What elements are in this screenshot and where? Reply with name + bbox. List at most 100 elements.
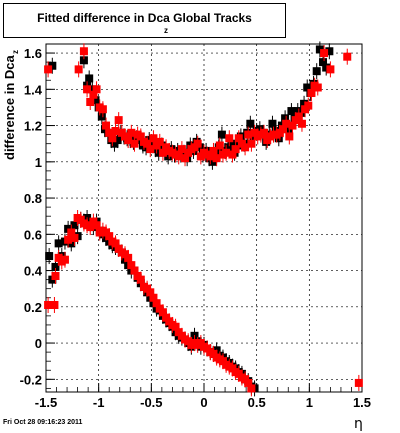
x-tick-label: -0.5 [140, 395, 162, 410]
data-point-red [146, 288, 155, 297]
data-point-red [171, 322, 180, 331]
data-point-red [149, 293, 158, 302]
data-point-red [158, 148, 167, 157]
y-tick-label: -0.2 [20, 372, 42, 387]
y-axis-label-sub: z [11, 50, 20, 54]
data-point-red [212, 154, 221, 163]
data-point-red [136, 275, 145, 284]
data-point-black [284, 125, 293, 134]
y-tick-label: 1.4 [24, 82, 43, 97]
x-tick-label: -1 [93, 395, 105, 410]
data-point-black [322, 63, 331, 72]
x-axis-label: η [354, 416, 363, 432]
data-point-red [279, 125, 287, 134]
data-point-red [304, 101, 313, 110]
data-point-red [79, 47, 88, 56]
data-point-black [208, 157, 217, 166]
data-point-red [354, 378, 363, 387]
data-point-black [325, 47, 334, 56]
data-point-black [319, 58, 328, 67]
data-point-red [127, 261, 136, 270]
grid [46, 44, 362, 392]
data-point-black [312, 67, 321, 76]
data-point-red [70, 233, 79, 242]
data-point-red [307, 88, 316, 97]
data-point-red [98, 105, 107, 114]
data-point-red [247, 384, 256, 393]
data-point-black [97, 112, 106, 121]
data-point-red [124, 136, 133, 145]
data-point-red [158, 308, 167, 317]
data-point-red [231, 145, 240, 154]
y-tick-label: 0.2 [24, 300, 42, 315]
data-point-black [45, 252, 54, 261]
data-point-red [149, 134, 158, 143]
data-point-black [91, 96, 100, 105]
data-point-red [130, 266, 139, 275]
data-point-red [130, 139, 139, 148]
data-point-black [281, 114, 290, 123]
y-axis-label: difference in Dca [2, 54, 17, 160]
data-point-red [320, 49, 329, 58]
x-tick-label: 1 [306, 395, 313, 410]
data-point-red [108, 134, 117, 143]
data-point-red [51, 272, 60, 280]
data-point-red [86, 223, 95, 232]
data-point-red [285, 132, 294, 141]
y-tick-label: 0.4 [24, 264, 43, 279]
data-point-red [92, 221, 101, 230]
data-point-red [234, 134, 243, 143]
data-point-red [174, 152, 183, 161]
timestamp: Fri Oct 28 09:16:23 2011 [3, 419, 83, 426]
data-point-red [111, 239, 120, 248]
y-tick-label: 0.8 [24, 191, 42, 206]
x-tick-label: 0.5 [248, 395, 266, 410]
data-point-red [74, 65, 83, 74]
y-tick-label: 0 [35, 336, 42, 351]
data-point-red [124, 253, 133, 262]
data-point-black [246, 119, 255, 128]
x-tick-label: 1.5 [353, 395, 371, 410]
data-point-red [60, 255, 69, 264]
y-tick-label: 1.6 [24, 46, 42, 61]
data-point-black [303, 83, 312, 92]
data-point-red [241, 143, 250, 152]
data-point-red [326, 65, 335, 74]
data-point-black [51, 262, 60, 271]
x-tick-label: -1.5 [35, 395, 57, 410]
data-point-red [288, 121, 297, 130]
data-point-red [105, 232, 114, 241]
data-point-black [79, 56, 88, 65]
data-point-black [113, 136, 122, 145]
data-point-black [54, 239, 63, 248]
data-points [44, 41, 363, 397]
data-point-red [136, 132, 145, 141]
data-point-red [143, 139, 152, 148]
data-point-red [282, 119, 291, 128]
data-point-red [127, 128, 136, 137]
data-point-black [48, 61, 57, 70]
y-tick-label: 1.2 [24, 119, 42, 134]
y-tick-label: 1 [35, 155, 42, 170]
data-point-red [44, 301, 53, 309]
data-point-black [85, 74, 94, 83]
data-point-black [164, 152, 173, 161]
title-box: Fitted difference in Dca Global Tracks z [3, 3, 286, 38]
data-point-red [294, 112, 303, 121]
data-point-red [206, 152, 215, 161]
data-point-red [177, 145, 186, 154]
data-point-black [287, 107, 296, 116]
data-point-red [260, 128, 269, 137]
data-point-black [154, 148, 163, 157]
data-point-black [300, 99, 309, 108]
data-point-black [268, 119, 277, 128]
data-point-red [86, 98, 95, 106]
data-point-red [111, 127, 120, 135]
data-point-red [67, 228, 76, 237]
data-point-red [105, 128, 114, 137]
data-point-red [114, 116, 123, 125]
chart-title: Fitted difference in Dca Global Tracks [37, 11, 252, 25]
data-point-black [315, 45, 324, 54]
data-point-black [148, 139, 157, 148]
